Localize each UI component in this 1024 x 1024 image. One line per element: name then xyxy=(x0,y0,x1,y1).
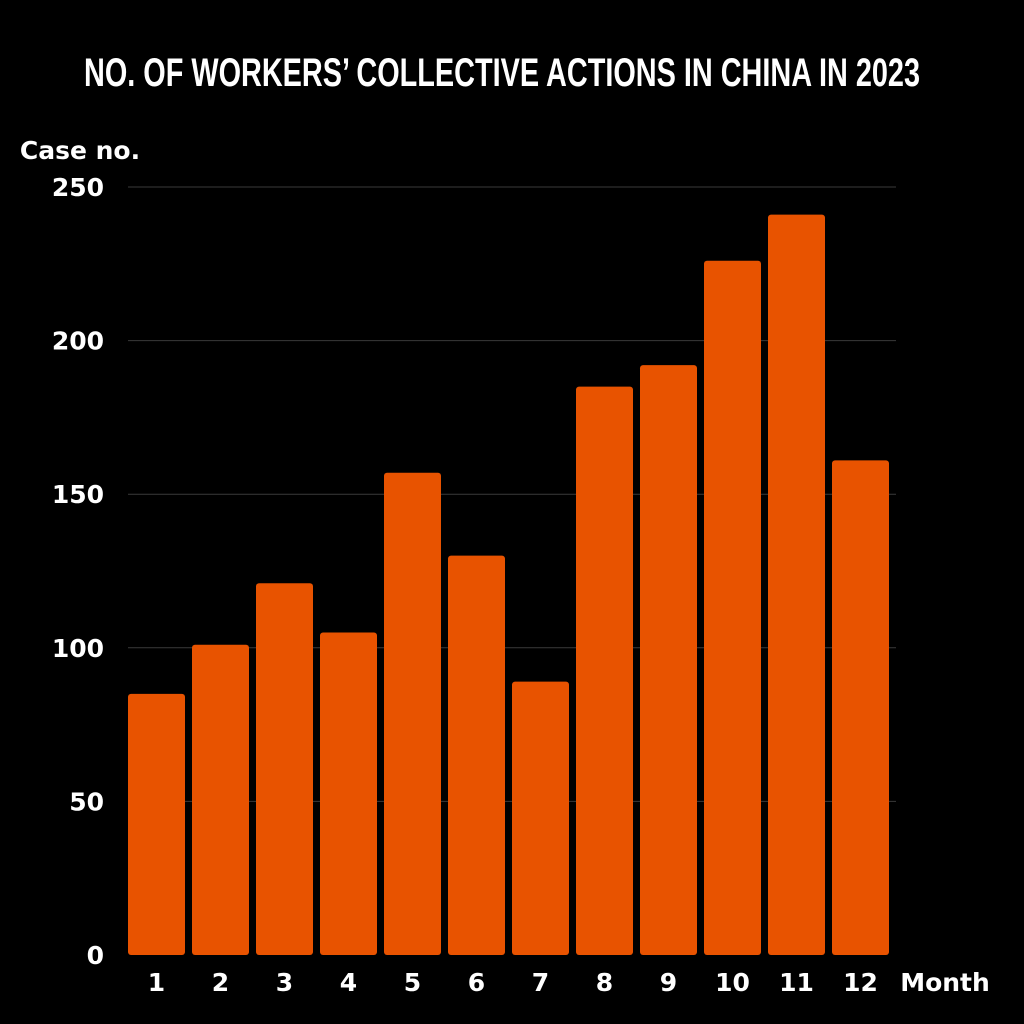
bars xyxy=(128,214,889,955)
y-tick-label: 250 xyxy=(52,173,104,202)
bar-month-8 xyxy=(576,386,633,955)
x-tick-label: 1 xyxy=(148,968,165,997)
bar-month-11 xyxy=(768,214,825,955)
y-tick-label: 50 xyxy=(69,787,104,816)
bar-month-1 xyxy=(128,693,185,955)
bar-month-12 xyxy=(832,460,889,955)
y-axis-title: Case no. xyxy=(20,136,140,165)
y-tick-label: 150 xyxy=(52,480,104,509)
y-tick-label: 200 xyxy=(52,327,104,356)
x-tick-label: 5 xyxy=(404,968,421,997)
bar-month-6 xyxy=(448,555,505,955)
bar-month-2 xyxy=(192,644,249,955)
bar-month-4 xyxy=(320,632,377,955)
x-tick-label: 10 xyxy=(715,968,750,997)
bar-month-10 xyxy=(704,260,761,955)
x-axis-ticks: 1 2 3 4 5 6 7 8 9 10 11 12 xyxy=(148,968,878,997)
x-tick-label: 2 xyxy=(212,968,229,997)
y-axis-ticks: 0 50 100 150 200 250 xyxy=(52,173,104,970)
x-tick-label: 8 xyxy=(596,968,613,997)
x-tick-label: 12 xyxy=(843,968,878,997)
bar-month-3 xyxy=(256,583,313,955)
bar-month-5 xyxy=(384,472,441,955)
bar-month-7 xyxy=(512,681,569,955)
x-tick-label: 6 xyxy=(468,968,485,997)
x-tick-label: 4 xyxy=(340,968,357,997)
bar-month-9 xyxy=(640,365,697,955)
x-tick-label: 7 xyxy=(532,968,549,997)
chart-title: NO. OF WORKERS’ COLLECTIVE ACTIONS IN CH… xyxy=(84,51,920,95)
x-tick-label: 3 xyxy=(276,968,293,997)
x-tick-label: 9 xyxy=(660,968,677,997)
x-tick-label: 11 xyxy=(779,968,814,997)
x-axis-title: Month xyxy=(900,968,990,997)
y-tick-label: 0 xyxy=(87,941,104,970)
y-tick-label: 100 xyxy=(52,634,104,663)
